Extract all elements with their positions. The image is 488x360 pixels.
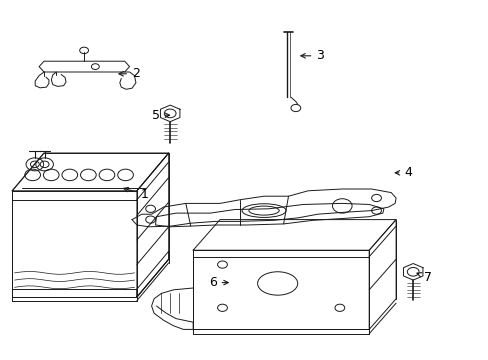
Text: 1: 1 (123, 188, 148, 201)
Text: 3: 3 (300, 49, 324, 62)
Text: 5: 5 (151, 109, 169, 122)
Polygon shape (193, 250, 368, 329)
Text: 7: 7 (416, 271, 431, 284)
Polygon shape (132, 189, 395, 227)
Polygon shape (39, 61, 129, 72)
Polygon shape (193, 220, 395, 250)
Text: 4: 4 (394, 166, 411, 179)
Text: 6: 6 (208, 276, 228, 289)
Polygon shape (368, 220, 395, 329)
Polygon shape (12, 191, 137, 297)
Polygon shape (12, 153, 168, 191)
Text: 2: 2 (119, 67, 140, 80)
Polygon shape (137, 153, 168, 297)
